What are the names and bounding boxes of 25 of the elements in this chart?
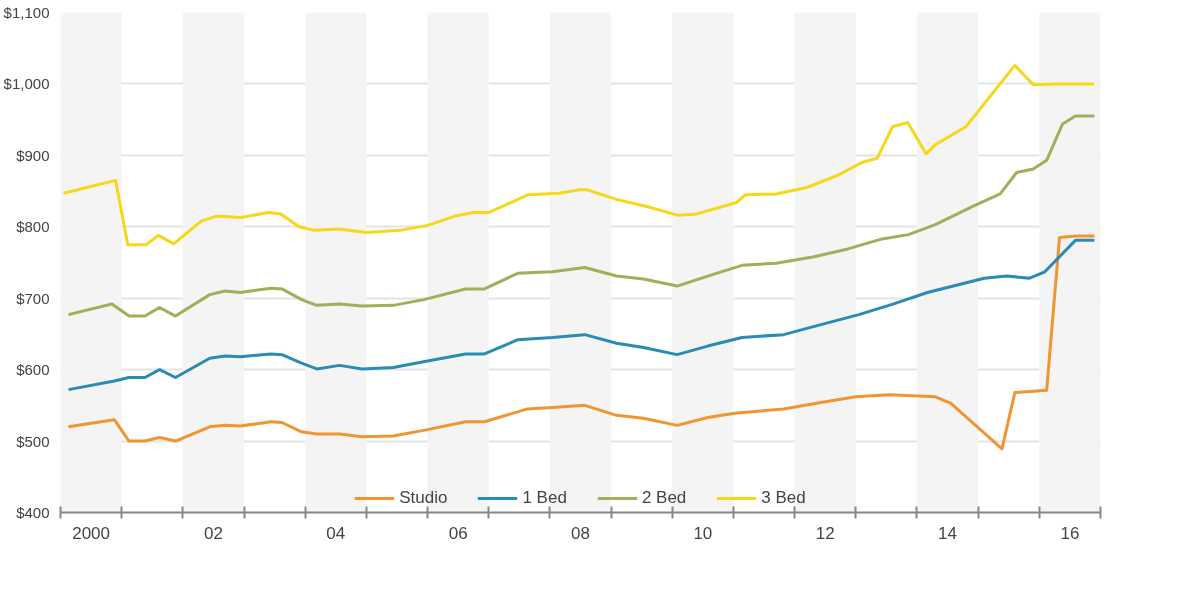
x-tick-label: 12	[815, 523, 835, 543]
x-tick-label: 08	[571, 523, 590, 543]
legend-label: 1 Bed	[522, 488, 567, 508]
y-tick-label: $600	[16, 361, 50, 379]
x-tick-label: 16	[1060, 523, 1080, 543]
y-tick-label: $1,100	[3, 4, 50, 21]
legend-label: Studio	[399, 488, 448, 508]
y-tick-label: $800	[16, 218, 50, 236]
x-tick-label: 10	[693, 523, 713, 543]
y-tick-label: $700	[16, 289, 50, 307]
x-tick-label: 04	[326, 523, 346, 543]
line-series	[62, 63, 1096, 247]
x-tick-label: 02	[203, 523, 223, 543]
legend-label: 2 Bed	[641, 488, 687, 508]
y-tick-label: $400	[16, 504, 50, 521]
y-tick-label: $500	[16, 432, 50, 450]
y-tick-label: $900	[16, 146, 50, 164]
x-tick-label: 06	[448, 523, 468, 543]
line-series	[66, 234, 1096, 451]
x-tick-label: 14	[938, 523, 958, 543]
x-tick-label: 2000	[72, 523, 111, 543]
legend-label: 3 Bed	[761, 488, 806, 508]
line-series	[66, 238, 1096, 392]
y-tick-label: $1,000	[3, 75, 50, 93]
line-series	[66, 114, 1096, 318]
